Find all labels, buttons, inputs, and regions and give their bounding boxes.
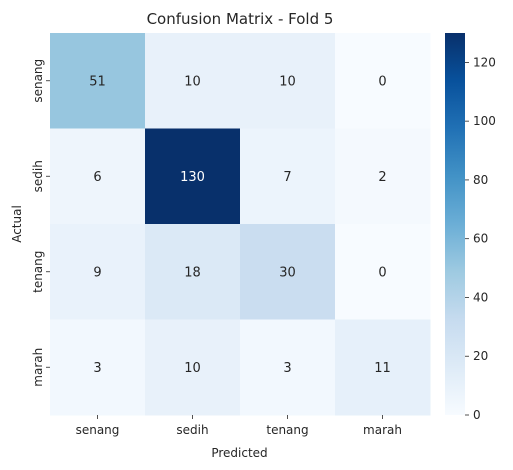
heatmap-cell <box>50 224 146 320</box>
colorbar-tick: 80 <box>465 173 488 187</box>
colorbar-tick-label: 40 <box>473 290 488 304</box>
x-tick-label: marah <box>363 423 402 437</box>
heatmap-cell <box>50 128 146 225</box>
colorbar-tick-label: 0 <box>473 408 481 422</box>
y-tick-label: marah <box>31 348 45 387</box>
y-tick-label: tenang <box>31 251 45 293</box>
colorbar <box>445 33 465 415</box>
colorbar-tick: 100 <box>465 114 496 128</box>
colorbar-tick-label: 120 <box>473 55 496 69</box>
cell-value-label: 10 <box>279 74 296 89</box>
colorbar-ticks: 0 20 40 60 80 100 120 <box>465 55 496 422</box>
colorbar-tick-label: 60 <box>473 232 488 246</box>
x-tick-label: tenang <box>266 423 308 437</box>
cell-value-label: 51 <box>89 74 106 89</box>
heatmap-cell <box>50 319 146 416</box>
x-tick: tenang <box>266 415 309 437</box>
cell-value-label: 6 <box>93 170 101 185</box>
colorbar-tick-label: 80 <box>473 173 488 187</box>
colorbar-tick-label: 100 <box>473 114 496 128</box>
x-tick-label: sedih <box>176 423 208 437</box>
cell-value-label: 10 <box>184 361 201 376</box>
x-tick: sedih <box>176 415 209 437</box>
chart-title: Confusion Matrix - Fold 5 <box>147 10 334 28</box>
cell-value-label: 3 <box>93 361 101 376</box>
colorbar-tick: 20 <box>465 349 488 363</box>
cell-value-label: 7 <box>283 170 291 185</box>
x-axis-ticks: senang sedih tenang marah <box>76 415 402 437</box>
x-axis-label: Predicted <box>211 446 267 460</box>
heatmap-cells: 51 10 10 0 6 130 7 2 9 18 30 0 3 10 3 11 <box>50 33 431 416</box>
cell-value-label: 10 <box>184 74 201 89</box>
y-tick: senang <box>31 59 50 103</box>
heatmap-cell <box>240 33 336 129</box>
heatmap-cell <box>335 224 431 320</box>
cell-value-label: 0 <box>378 265 386 280</box>
x-tick: marah <box>363 415 402 437</box>
cell-value-label: 0 <box>378 74 386 89</box>
cell-value-label: 3 <box>283 361 291 376</box>
colorbar-tick-label: 20 <box>473 349 488 363</box>
x-tick: senang <box>76 415 120 437</box>
colorbar-tick: 0 <box>465 408 481 422</box>
colorbar-tick: 120 <box>465 55 496 69</box>
heatmap-cell <box>240 319 336 416</box>
y-axis-label: Actual <box>10 205 24 243</box>
heatmap-cell <box>145 319 241 416</box>
cell-value-label: 30 <box>279 265 296 280</box>
heatmap-cell <box>335 128 431 225</box>
heatmap-cell <box>145 224 241 320</box>
y-tick: tenang <box>31 251 50 293</box>
heatmap-cell <box>240 224 336 320</box>
y-tick-label: senang <box>31 59 45 103</box>
cell-value-label: 2 <box>378 170 386 185</box>
y-tick: marah <box>31 348 50 387</box>
heatmap-cell <box>145 33 241 129</box>
y-axis-ticks: senang sedih tenang marah <box>31 59 50 387</box>
heatmap-cell <box>335 33 431 129</box>
heatmap-cell <box>335 319 431 416</box>
colorbar-tick: 40 <box>465 290 488 304</box>
heatmap-cell <box>240 128 336 225</box>
heatmap-cell <box>50 33 146 129</box>
x-tick-label: senang <box>76 423 120 437</box>
cell-value-label: 9 <box>93 265 101 280</box>
heatmap-cell <box>145 128 241 225</box>
colorbar-tick: 60 <box>465 232 488 246</box>
cell-value-label: 18 <box>184 265 201 280</box>
cell-value-label: 130 <box>180 170 205 185</box>
y-tick-label: sedih <box>31 160 45 192</box>
y-tick: sedih <box>31 160 50 192</box>
cell-value-label: 11 <box>374 361 391 376</box>
